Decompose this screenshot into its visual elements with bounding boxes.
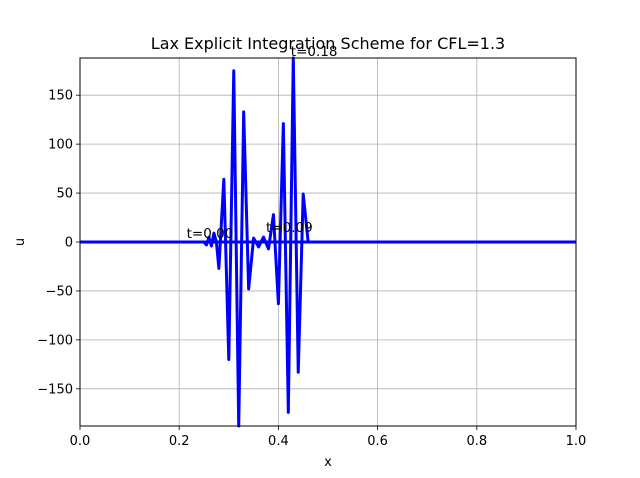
y-tick-label: −100 xyxy=(37,333,73,348)
x-tick-label: 0.8 xyxy=(466,434,487,449)
x-axis-label: x xyxy=(324,455,332,470)
annotations: t=0.00 t=0.09 t=0.18 xyxy=(187,44,338,242)
x-tick-label: 1.0 xyxy=(566,434,587,449)
annotation-label: t=0.00 xyxy=(187,226,234,242)
y-tick-label: −50 xyxy=(46,284,73,299)
annotation-label: t=0.09 xyxy=(266,220,313,236)
axis-ticks: 0.0 0.2 0.4 0.6 0.8 1.0 150 100 50 0 −50 −100 −150 xyxy=(37,89,586,449)
chart-title: Lax Explicit Integration Scheme for CFL=… xyxy=(151,34,505,53)
y-tick-label: 150 xyxy=(48,89,73,104)
y-tick-label: 50 xyxy=(56,187,73,202)
x-tick-label: 0.6 xyxy=(367,434,388,449)
x-tick-label: 0.4 xyxy=(268,434,289,449)
y-tick-label: 0 xyxy=(65,236,73,251)
plot-lines xyxy=(80,56,576,428)
x-tick-label: 0.0 xyxy=(70,434,91,449)
x-tick-label: 0.2 xyxy=(169,434,190,449)
y-tick-label: 100 xyxy=(48,138,73,153)
annotation-label: t=0.18 xyxy=(291,44,338,60)
y-tick-label: −150 xyxy=(37,382,73,397)
y-axis-label: u xyxy=(13,238,28,246)
